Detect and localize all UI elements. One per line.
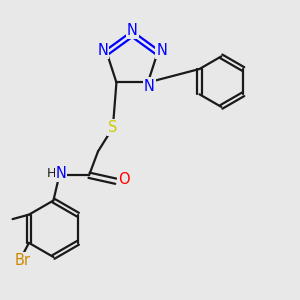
Text: N: N xyxy=(127,23,138,38)
Text: O: O xyxy=(118,172,130,187)
Text: H: H xyxy=(47,167,57,180)
Text: Br: Br xyxy=(15,253,31,268)
Text: S: S xyxy=(108,120,118,135)
Text: N: N xyxy=(144,79,155,94)
Text: N: N xyxy=(97,43,108,58)
Text: N: N xyxy=(56,166,66,181)
Text: N: N xyxy=(156,43,167,58)
